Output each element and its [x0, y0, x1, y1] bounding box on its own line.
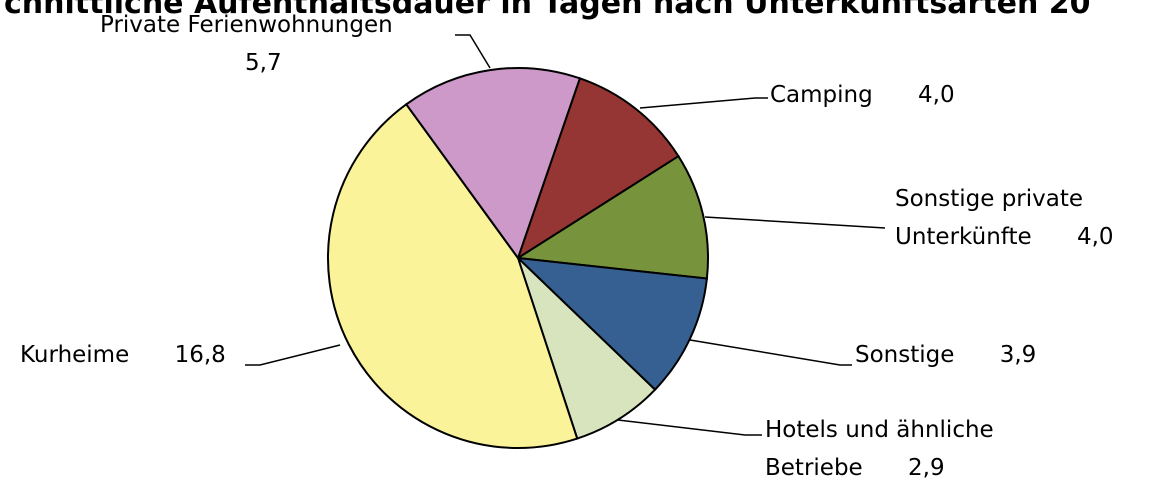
value-label: 16,8 [174, 342, 226, 368]
category-name: Kurheime [20, 342, 130, 368]
value-label: 4,0 [1076, 224, 1114, 250]
category-name: Sonstige private Unterkünfte [895, 186, 1084, 250]
slice-label: Sonstige 3,9 [855, 336, 1153, 374]
chart-title: chnittliche Aufenthaltsdauer in Tagen na… [4, 0, 1091, 21]
leader-line [617, 419, 762, 436]
category-name: Hotels und ähnliche Betriebe [765, 417, 994, 481]
leader-line [245, 344, 341, 366]
leader-line [689, 339, 852, 366]
page: {"chart_data": {"type": "pie", "title": … [4, 0, 1153, 481]
value-label: 5,7 [245, 50, 282, 76]
pie-slice [327, 102, 579, 449]
leader-line [455, 34, 491, 69]
pie-slice [516, 77, 680, 261]
value-label: 3,9 [999, 342, 1037, 368]
slice-label: Camping 4,0 [770, 76, 1070, 114]
pie-slice [517, 257, 657, 440]
chart [245, 34, 886, 449]
leader-line [639, 97, 768, 109]
category-name: Sonstige [855, 342, 955, 368]
leader-line [704, 216, 886, 229]
pie-slice [515, 256, 708, 392]
slice-label: Private Ferienwohnungen 5,7 [100, 6, 460, 82]
category-name: Camping [770, 82, 873, 108]
value-label: 2,9 [908, 455, 945, 481]
slice-label: Kurheime 16,8 [20, 336, 320, 374]
category-name: Private Ferienwohnungen [100, 12, 393, 38]
pie-slice [515, 154, 709, 280]
pie-slice [404, 67, 582, 261]
slice-label: Sonstige private Unterkünfte 4,0 [895, 180, 1153, 256]
value-label: 4,0 [918, 82, 955, 108]
